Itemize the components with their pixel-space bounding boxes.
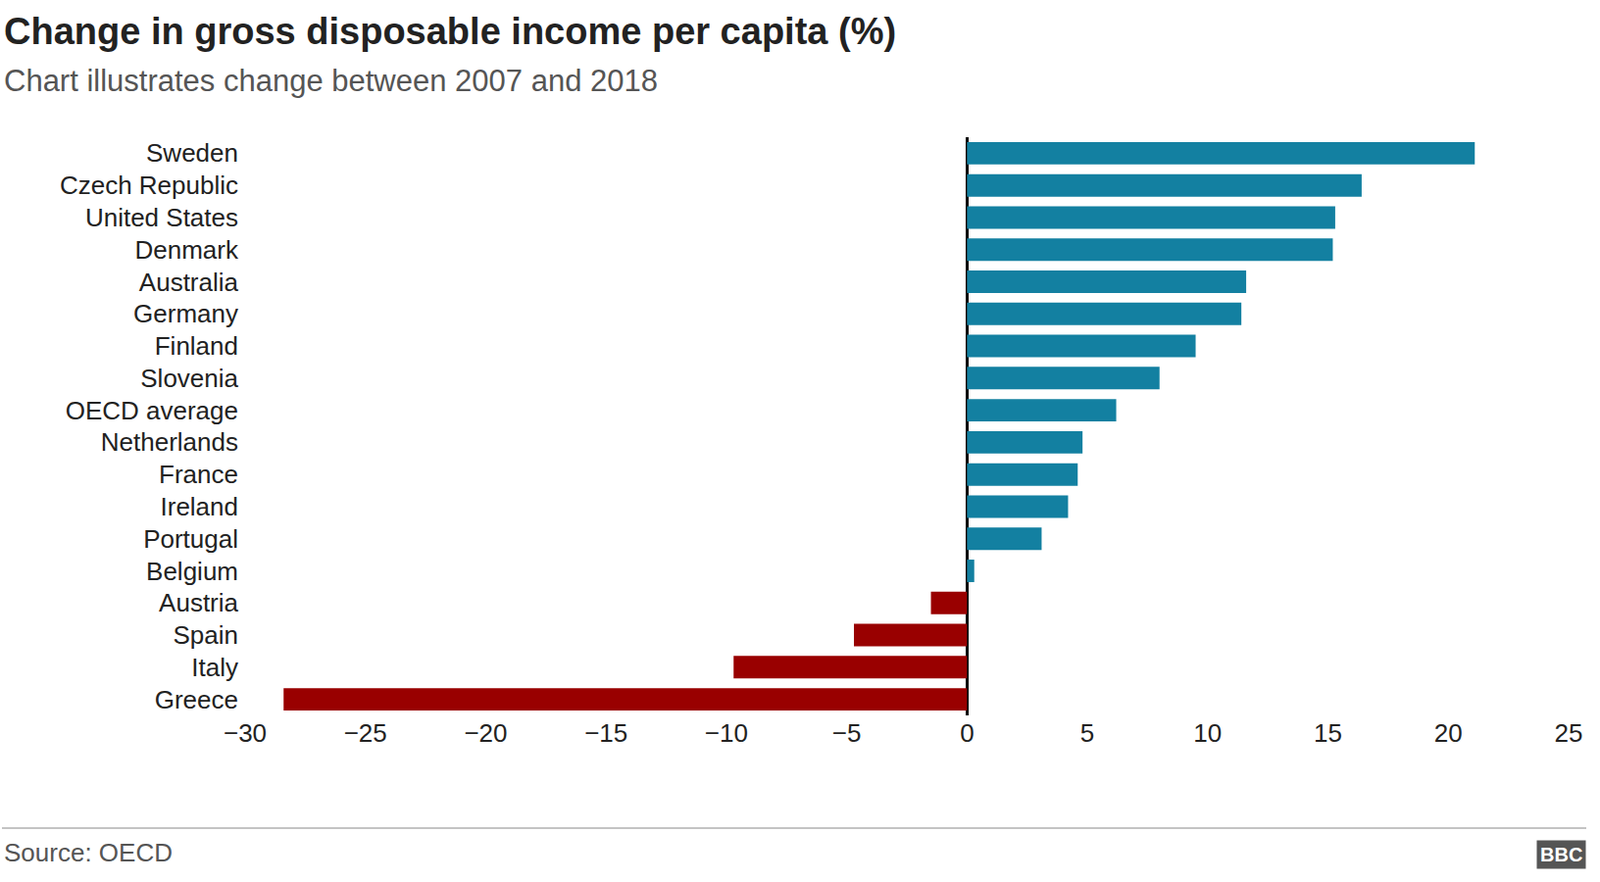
svg-text:−30: −30 — [223, 718, 267, 749]
svg-text:Belgium: Belgium — [146, 556, 239, 587]
svg-text:Greece: Greece — [154, 685, 239, 715]
svg-text:15: 15 — [1313, 718, 1343, 749]
svg-text:Spain: Spain — [173, 620, 240, 650]
svg-text:Finland: Finland — [154, 331, 239, 361]
svg-text:0: 0 — [959, 718, 974, 749]
svg-text:Australia: Australia — [139, 267, 240, 298]
svg-text:20: 20 — [1434, 718, 1463, 749]
svg-text:−5: −5 — [832, 718, 862, 749]
svg-text:−10: −10 — [704, 718, 749, 749]
svg-text:OECD average: OECD average — [65, 396, 239, 426]
svg-text:−15: −15 — [584, 718, 628, 749]
svg-text:−20: −20 — [463, 718, 507, 749]
svg-text:25: 25 — [1554, 718, 1584, 749]
svg-text:United States: United States — [85, 202, 239, 233]
svg-text:Germany: Germany — [133, 299, 239, 329]
svg-text:Source: OECD: Source: OECD — [3, 838, 173, 868]
svg-text:Portugal: Portugal — [143, 524, 239, 554]
svg-text:BBC: BBC — [1540, 844, 1583, 866]
svg-text:Czech Republic: Czech Republic — [59, 170, 239, 200]
svg-text:Netherlands: Netherlands — [100, 427, 239, 457]
svg-text:Ireland: Ireland — [160, 492, 240, 522]
svg-text:Denmark: Denmark — [135, 235, 240, 265]
svg-text:5: 5 — [1080, 718, 1095, 749]
svg-text:Austria: Austria — [158, 588, 239, 618]
svg-text:Italy: Italy — [191, 652, 239, 683]
svg-text:Sweden: Sweden — [146, 138, 239, 168]
svg-text:France: France — [158, 459, 239, 490]
svg-text:Chart illustrates change betwe: Chart illustrates change between 2007 an… — [3, 63, 658, 99]
svg-text:Slovenia: Slovenia — [140, 363, 239, 394]
svg-text:Change in gross disposable inc: Change in gross disposable income per ca… — [3, 10, 897, 52]
svg-text:−25: −25 — [344, 718, 388, 749]
svg-text:10: 10 — [1193, 718, 1222, 749]
